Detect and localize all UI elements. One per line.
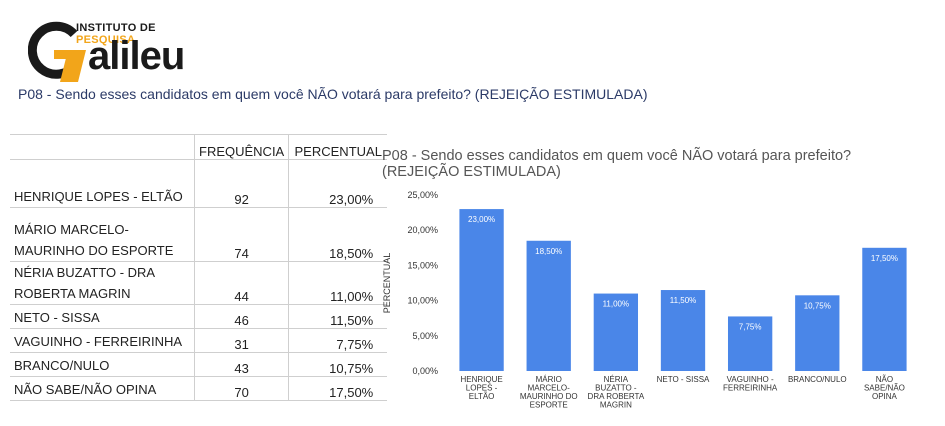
bar xyxy=(593,293,639,371)
x-tick-label: ESPORTE xyxy=(530,401,568,410)
bar xyxy=(459,209,504,371)
bar xyxy=(526,240,571,371)
data-label: 10,75% xyxy=(804,301,831,310)
table-row: NÉRIA BUZATTO - DRA ROBERTA MAGRIN 44 11,00… xyxy=(10,261,388,305)
candidate-name-line: BRANCO/NULO xyxy=(14,358,110,373)
x-tick-label: FERREIRINHA xyxy=(723,384,778,393)
data-label: 11,00% xyxy=(603,300,630,309)
candidate-name: VAGUINHO - FERREIRINHA xyxy=(10,328,195,353)
y-tick-label: 25,00% xyxy=(407,190,438,200)
candidate-name: BRANCO/NULO xyxy=(10,352,195,377)
results-table: FREQUÊNCIA PERCENTUAL HENRIQUE LOPES - E… xyxy=(10,134,388,401)
chart-title: P08 - Sendo esses candidatos em quem voc… xyxy=(382,148,852,180)
percent-cell: 10,75% xyxy=(288,352,388,377)
galileu-g-icon xyxy=(28,21,86,82)
table-row: NÃO SABE/NÃO OPINA 70 17,50% xyxy=(10,376,388,401)
candidate-name-line: NÃO SABE/NÃO OPINA xyxy=(14,382,157,397)
bar xyxy=(660,290,706,371)
candidate-name-line: MAURINHO DO ESPORTE xyxy=(14,243,174,258)
question-title: P08 - Sendo esses candidatos em quem voc… xyxy=(18,86,648,102)
data-label: 23,00% xyxy=(468,215,495,224)
frequency-cell: 31 xyxy=(193,328,289,353)
header-frequencia: FREQUÊNCIA xyxy=(193,134,289,160)
x-tick-label: MAGRIN xyxy=(600,401,632,410)
frequency-cell: 92 xyxy=(193,159,289,208)
candidate-name-line: NETO - SISSA xyxy=(14,310,100,325)
data-label: 11,50% xyxy=(670,296,697,305)
bar xyxy=(795,295,840,371)
data-label: 7,75% xyxy=(739,322,762,331)
x-tick-label: SABE/NÃO xyxy=(864,384,905,393)
logo-tagline: INSTITUTO DE PESQUISA xyxy=(76,22,156,46)
candidate-name-line: ROBERTA MAGRIN xyxy=(14,286,131,301)
table-header-row: FREQUÊNCIA PERCENTUAL xyxy=(10,134,388,160)
y-tick-label: 0,00% xyxy=(412,366,438,376)
y-axis-label: PERCENTUAL xyxy=(382,253,392,314)
x-tick-label: LOPES - xyxy=(466,384,498,393)
x-tick-label: OPINA xyxy=(872,392,898,401)
x-tick-label: VAGUINHO - xyxy=(727,375,774,384)
x-tick-label: NÃO xyxy=(876,375,893,384)
x-tick-label: NÉRIA xyxy=(604,375,629,384)
x-tick-label: DRA ROBERTA xyxy=(588,392,645,401)
candidate-name-line: VAGUINHO - FERREIRINHA xyxy=(14,334,183,349)
x-tick-label: NETO - SISSA xyxy=(657,375,710,384)
frequency-cell: 43 xyxy=(193,352,289,377)
bar xyxy=(862,247,907,371)
table-row: BRANCO/NULO 43 10,75% xyxy=(10,352,388,377)
percent-cell: 17,50% xyxy=(288,376,388,401)
table-header-empty xyxy=(10,134,195,160)
candidate-name: MÁRIO MARCELO- MAURINHO DO ESPORTE xyxy=(10,207,195,262)
data-label: 18,50% xyxy=(535,247,562,256)
candidate-name-line: MÁRIO MARCELO- xyxy=(14,222,129,237)
table-row: MÁRIO MARCELO- MAURINHO DO ESPORTE 74 18,50… xyxy=(10,207,388,262)
data-label: 17,50% xyxy=(871,254,898,263)
candidate-name: HENRIQUE LOPES - ELTÃO xyxy=(10,159,195,208)
frequency-cell: 74 xyxy=(193,207,289,262)
table-row: VAGUINHO - FERREIRINHA 31 7,75% xyxy=(10,328,388,353)
candidate-name: NETO - SISSA xyxy=(10,304,195,329)
y-tick-label: 20,00% xyxy=(407,225,438,235)
y-tick-label: 10,00% xyxy=(407,296,438,306)
bar-chart: 0,00% 5,00% 10,00% 15,00% 20,00% 25,00% PERCEN… xyxy=(382,190,907,410)
y-tick-label: 5,00% xyxy=(412,331,438,341)
x-tick-label: HENRIQUE xyxy=(460,375,502,384)
x-tick-label: MAURINHO DO xyxy=(520,392,578,401)
header-percentual: PERCENTUAL xyxy=(288,134,388,160)
x-tick-label: MARCELO- xyxy=(528,384,571,393)
y-tick-label: 15,00% xyxy=(407,260,438,270)
frequency-cell: 44 xyxy=(193,261,289,305)
table-row: HENRIQUE LOPES - ELTÃO 92 23,00% xyxy=(10,159,388,208)
percent-cell: 11,50% xyxy=(288,304,388,329)
candidate-name: NÃO SABE/NÃO OPINA xyxy=(10,376,195,401)
candidate-name: NÉRIA BUZATTO - DRA ROBERTA MAGRIN xyxy=(10,261,195,305)
x-tick-label: ELTÃO xyxy=(469,392,495,401)
table-row: NETO - SISSA 46 11,50% xyxy=(10,304,388,329)
percent-cell: 23,00% xyxy=(288,159,388,208)
bar xyxy=(727,316,773,371)
institute-logo: INSTITUTO DE PESQUISA alileu xyxy=(28,18,218,84)
frequency-cell: 46 xyxy=(193,304,289,329)
frequency-cell: 70 xyxy=(193,376,289,401)
candidate-name-line: HENRIQUE LOPES - ELTÃO xyxy=(14,189,183,204)
x-tick-label: BRANCO/NULO xyxy=(788,375,847,384)
x-tick-label: MÁRIO xyxy=(536,375,562,384)
candidate-name-line: NÉRIA BUZATTO - DRA xyxy=(14,265,156,280)
logo-wordmark: alileu xyxy=(88,34,185,78)
x-tick-label: BUZATTO - xyxy=(595,384,637,393)
